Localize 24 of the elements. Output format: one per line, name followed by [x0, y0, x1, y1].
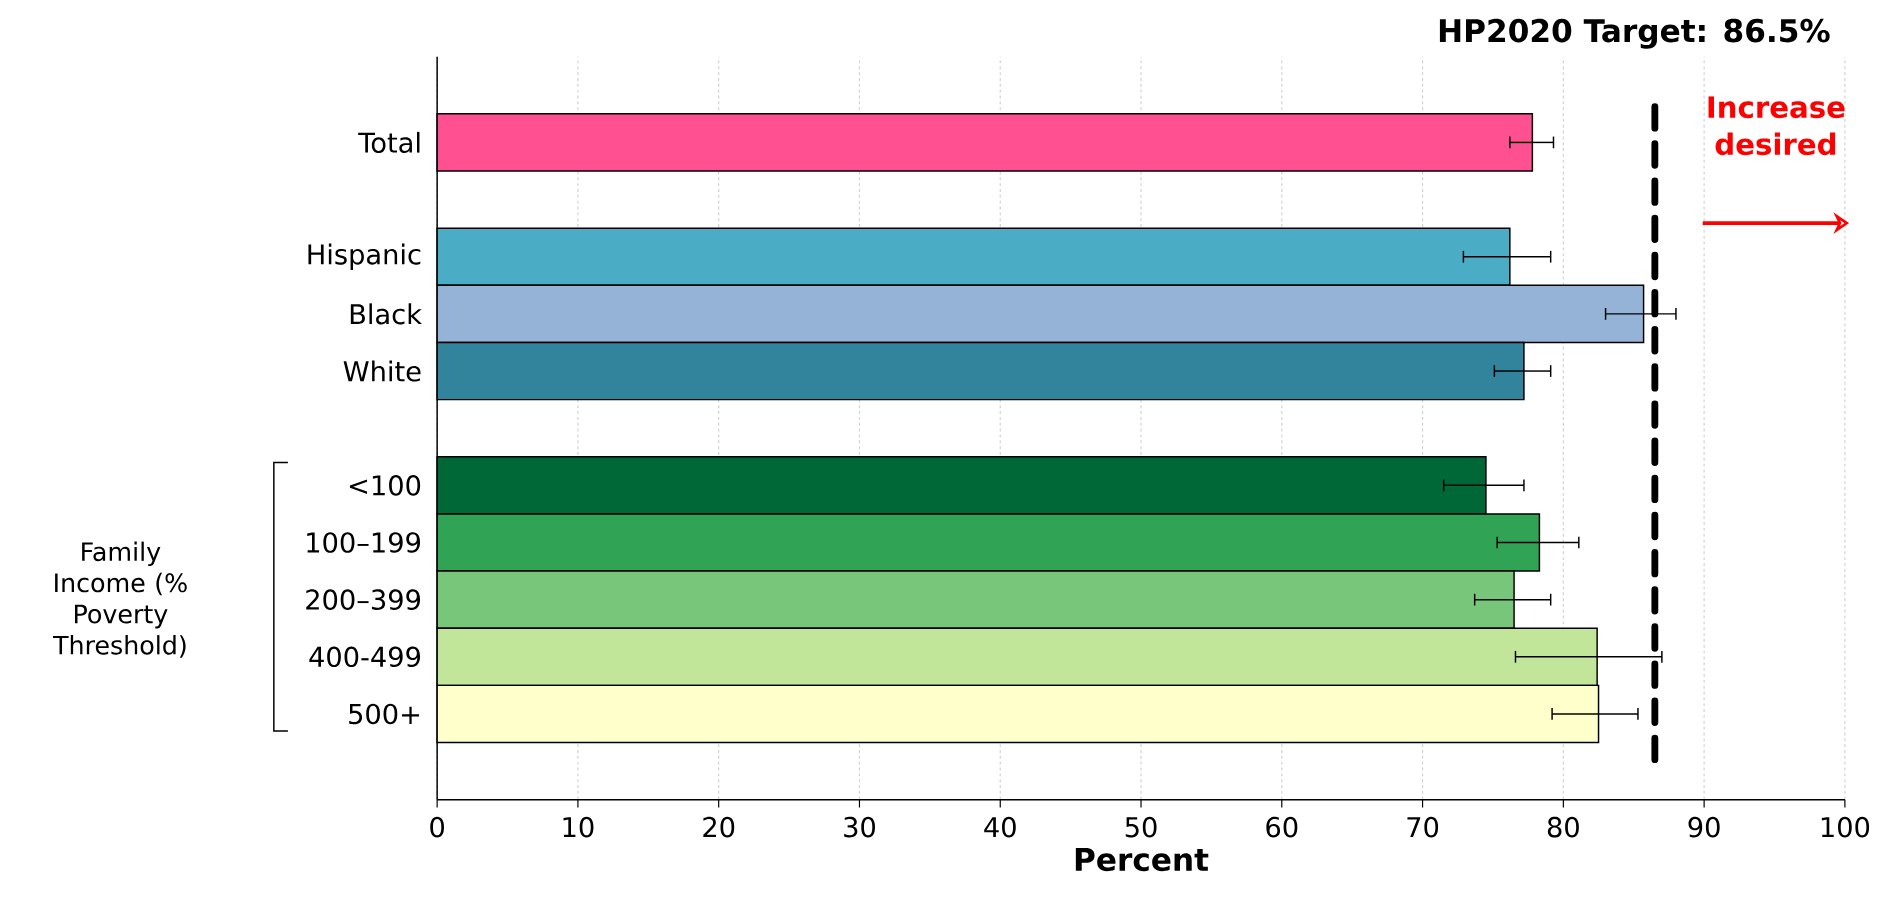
y-tick-label: White — [343, 360, 421, 382]
text: Family Income (% Poverty Threshold) — [52, 541, 187, 658]
x-tick-label: 40 — [984, 816, 1016, 838]
x-tick-label: 10 — [563, 816, 594, 838]
x-axis-title: Percent — [1075, 848, 1209, 872]
x-tick-label: 70 — [1407, 816, 1439, 838]
x-tick-label: 100 — [1821, 816, 1870, 838]
ref-line-label: HP2020 Target: 86.5% — [1439, 18, 1830, 49]
y-tick-label: Hispanic — [308, 243, 421, 270]
y-tick-label: Total — [358, 131, 420, 154]
y-tick-label: <100 — [349, 475, 421, 496]
x-tick-label: 80 — [1547, 816, 1579, 838]
x-tick-label: 0 — [430, 816, 444, 838]
x-tick-label: 50 — [1125, 816, 1157, 838]
y-tick-label: 400-499 — [309, 646, 421, 668]
y-tick-label: Black — [350, 303, 422, 325]
annotation: Increase desired — [1708, 96, 1845, 156]
y-tick-label: 100–199 — [307, 532, 421, 553]
y-tick-label: 200–399 — [306, 589, 421, 611]
x-tick-label: 20 — [703, 816, 735, 838]
y-tick-label: 500+ — [349, 703, 420, 725]
x-tick-label: 60 — [1266, 816, 1298, 838]
x-tick-label: 30 — [844, 816, 875, 838]
x-tick-label: 90 — [1688, 816, 1720, 838]
